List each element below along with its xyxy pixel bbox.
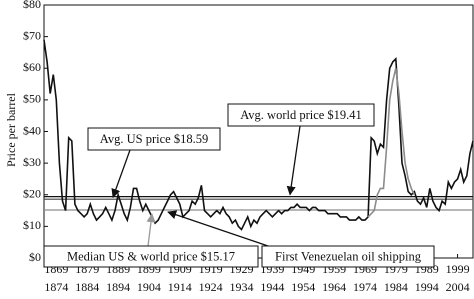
- annotation-text: Avg. world price $19.41: [240, 108, 362, 122]
- x-tick-label: 1884: [75, 280, 99, 294]
- annotation-arrow: [167, 210, 269, 247]
- annotation-box: [43, 245, 259, 268]
- x-tick-label: 1944: [260, 280, 284, 294]
- annotation-arrow: [111, 149, 131, 199]
- x-tick-label: 1984: [384, 280, 408, 294]
- x-tick-label: 1874: [44, 280, 68, 294]
- annotation-arrow: [146, 213, 156, 247]
- x-tick-label: 1934: [230, 280, 254, 294]
- x-tick-label: 1994: [415, 280, 439, 294]
- x-tick-label: 2004: [446, 280, 470, 294]
- annotation-box: [227, 103, 375, 127]
- x-tick-label: 1914: [168, 280, 192, 294]
- y-tick-label: $10: [23, 218, 41, 232]
- annotation-arrow: [286, 125, 301, 196]
- price-line: [43, 39, 474, 231]
- y-tick-label: $20: [23, 187, 41, 201]
- annotation-text: Median US & world price $15.17: [67, 249, 235, 263]
- annotation-box: [87, 127, 221, 151]
- y-tick-label: $80: [23, 0, 41, 11]
- y-tick-label: $0: [29, 250, 41, 264]
- price-line: [367, 68, 416, 218]
- y-tick-label: $30: [23, 155, 41, 169]
- annotation-text: Avg. US price $18.59: [100, 132, 208, 146]
- y-tick-label: $70: [23, 28, 41, 42]
- x-tick-label: 1894: [106, 280, 130, 294]
- x-tick-label: 1999: [446, 262, 470, 276]
- y-tick-label: $60: [23, 60, 41, 74]
- x-tick-label: 1964: [322, 280, 346, 294]
- annotation-text: First Venezuelan oil shipping: [275, 249, 422, 263]
- x-tick-label: 1904: [137, 280, 161, 294]
- annotation-box: [261, 245, 435, 268]
- y-axis-label: Price per barrel: [4, 92, 18, 167]
- x-tick-label: 1954: [291, 280, 315, 294]
- x-tick-label: 1924: [199, 280, 223, 294]
- y-tick-label: $40: [23, 123, 41, 137]
- y-tick-label: $50: [23, 92, 41, 106]
- x-tick-label: 1974: [353, 280, 377, 294]
